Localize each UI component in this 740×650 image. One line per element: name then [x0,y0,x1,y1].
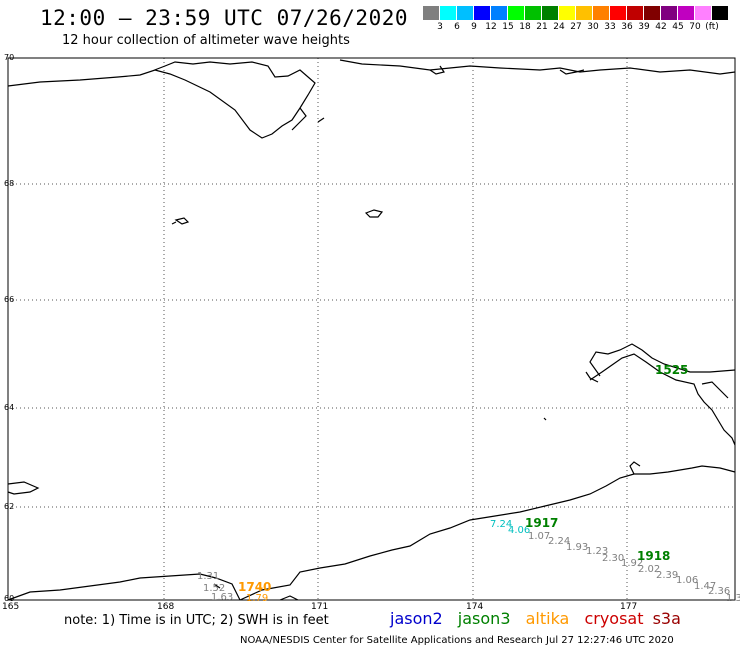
map-frame [7,57,736,601]
colorbar-swatch [542,6,559,20]
satellite-legend: jason2 jason3 altika cryosat s3a [390,609,691,628]
wave-height-label: 1.92 [621,558,643,569]
wave-height-label: 1.3 [726,593,740,604]
wave-height-label: 1.23 [586,546,608,557]
colorbar-swatch [491,6,508,20]
wave-height-label: 1.79 [246,593,268,604]
wave-height-label: 1.06 [676,575,698,586]
colorbar-swatch [423,6,440,20]
colorbar-swatch [457,6,474,20]
satellite-jason3: jason3 [457,609,511,628]
colorbar-swatch [661,6,678,20]
wave-height-label: 1.47 [694,581,716,592]
wave-height-label: 4.06 [508,525,530,536]
map-title: 12:00 – 23:59 UTC 07/26/2020 [40,6,409,30]
satellite-altika: altika [525,609,570,628]
pass-time-label: 1740 [238,580,271,594]
colorbar-swatch [678,6,695,20]
wave-height-label: 1.07 [528,531,550,542]
colorbar-label: 18 [519,22,531,32]
colorbar-label: 9 [471,22,477,32]
wave-height-label: 1.52 [203,583,225,594]
wave-height-label: 1.31 [197,571,219,582]
x-label-174: 174 [466,602,483,612]
y-label-68: 68 [4,179,14,188]
colorbar-label: 33 [604,22,616,32]
wave-height-label: 2.39 [656,570,678,581]
satellite-cryosat: cryosat [584,609,644,628]
wave-height-label: 7.24 [490,519,512,530]
wave-height-label: 1.93 [566,542,588,553]
colorbar-label: 30 [587,22,599,32]
x-label-165: 165 [2,602,19,612]
wave-height-label: 2.24 [548,536,570,547]
credit-footer: NOAA/NESDIS Center for Satellite Applica… [240,635,674,646]
pass-time-label: 1917 [525,516,558,530]
colorbar-label: 3 [437,22,443,32]
y-label-60: 60 [4,594,14,603]
colorbar-swatch [695,6,712,20]
wave-height-colorbar [423,6,729,20]
y-axis-labels: 70 68 66 64 62 60 [4,53,14,603]
colorbar-label: 21 [536,22,548,32]
colorbar-swatch [508,6,525,20]
colorbar-label: 27 [570,22,582,32]
colorbar-label: (ft) [705,22,719,32]
y-label-64: 64 [4,403,14,412]
colorbar-label: 45 [672,22,684,32]
colorbar-label: 6 [454,22,460,32]
colorbar-swatch [627,6,644,20]
x-label-168: 168 [157,602,174,612]
pass-time-label: 1918 [637,549,670,563]
colorbar-swatch [644,6,661,20]
coastline [7,59,736,601]
wave-height-label: 2.36 [708,586,730,597]
colorbar-swatch [576,6,593,20]
colorbar-labels: 3 6 9 12 15 18 21 24 27 30 33 36 39 42 45 70 (ft) [423,22,740,34]
colorbar-label: 24 [553,22,565,32]
map-subtitle: 12 hour collection of altimeter wave hei… [62,33,350,48]
colorbar-swatch [474,6,491,20]
colorbar-swatch [593,6,610,20]
pass-time-label: 1525 [655,363,688,377]
units-note: note: 1) Time is in UTC; 2) SWH is in fe… [64,613,329,628]
map-grid [8,57,735,600]
colorbar-label: 70 [689,22,701,32]
y-label-70: 70 [4,53,14,62]
x-label-177: 177 [620,602,637,612]
colorbar-label: 42 [655,22,667,32]
colorbar-swatch [559,6,576,20]
colorbar-label: 39 [638,22,650,32]
y-label-62: 62 [4,502,14,511]
colorbar-swatch [525,6,542,20]
colorbar-label: 15 [502,22,514,32]
x-label-171: 171 [311,602,328,612]
colorbar-swatch [610,6,627,20]
observation-labels: 1525 7.244.0619171.072.241.931.232.301.92… [197,363,740,604]
wave-height-label: 2.30 [602,553,624,564]
colorbar-swatch [440,6,457,20]
wave-height-label: 2.02 [638,564,660,575]
y-label-66: 66 [4,295,14,304]
wave-height-label: 1.63 [211,592,233,603]
x-axis-labels: 165 168 171 174 177 [2,602,637,612]
satellite-s3a: s3a [652,609,681,628]
colorbar-label: 36 [621,22,633,32]
colorbar-swatch [712,6,729,20]
colorbar-label: 12 [485,22,497,32]
satellite-jason2: jason2 [390,609,443,628]
